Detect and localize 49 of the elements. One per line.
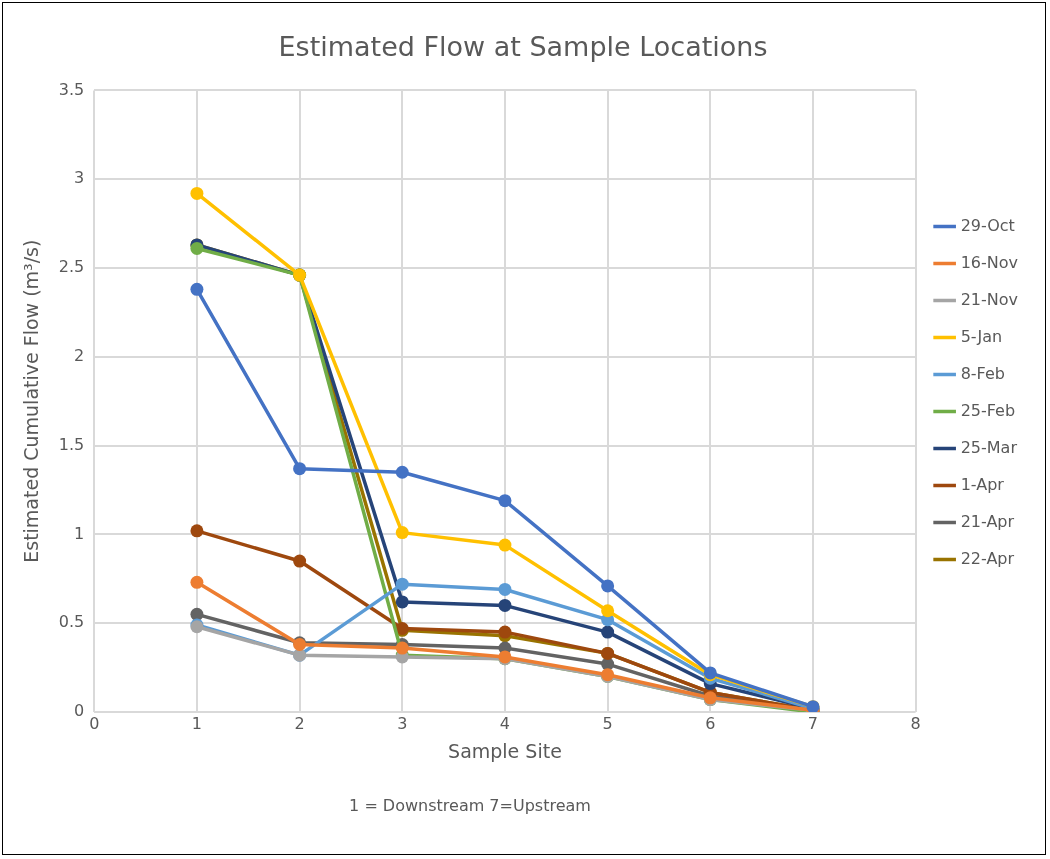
point [293,554,307,568]
point [395,595,409,609]
text: 1 = Downstream 7=Upstream [348,796,592,815]
x-tick-label: 8 [910,713,921,733]
y-tick-label: 3.5 [58,79,85,99]
x-tick-label: 7 [807,713,819,733]
legend-label: 21-Nov [960,289,1018,309]
chart-title: Estimated Flow at Sample Locations [278,31,768,63]
point [395,465,409,479]
point [498,538,512,552]
y-tick-label: 2.5 [58,257,85,277]
point [395,577,409,591]
legend-label: 29-Oct [960,215,1015,235]
legend-label: 22-Apr [960,548,1015,568]
x-tick-label: 2 [294,713,305,733]
y-axis-title: Estimated Cumulative Flow (m³/s) [20,239,43,563]
point [190,282,204,296]
legend-label: 8-Feb [960,363,1005,383]
point [498,598,512,612]
y-tick-label: 0.5 [58,612,85,632]
x-tick-label: 1 [191,713,203,733]
point [601,625,615,639]
point [190,607,204,621]
x-tick-label: 4 [499,713,511,733]
y-tick-label: 1 [74,523,85,543]
point [498,625,512,639]
legend-label: 5-Jan [960,326,1003,346]
point [395,526,409,540]
point [190,186,204,200]
legend-label: 21-Apr [960,511,1015,531]
point [498,582,512,596]
x-tick-label: 6 [705,713,716,733]
y-tick-label: 1.5 [58,434,85,454]
y-tick-label: 2 [74,345,85,365]
point [190,524,204,538]
point [293,462,307,476]
point [498,494,512,508]
point [601,604,615,618]
y-tick-label: 3 [74,168,85,188]
x-axis-title: Sample Site [448,739,562,762]
x-tick-label: 0 [89,713,100,733]
point [601,579,615,593]
legend-label: 25-Feb [960,400,1016,420]
x-tick-label: 5 [602,713,613,733]
legend-label: 25-Mar [960,437,1018,457]
point [190,575,204,589]
legend-label: 1-Apr [960,474,1005,494]
legend-label: 16-Nov [960,252,1018,272]
x-tick-label: 3 [397,713,408,733]
